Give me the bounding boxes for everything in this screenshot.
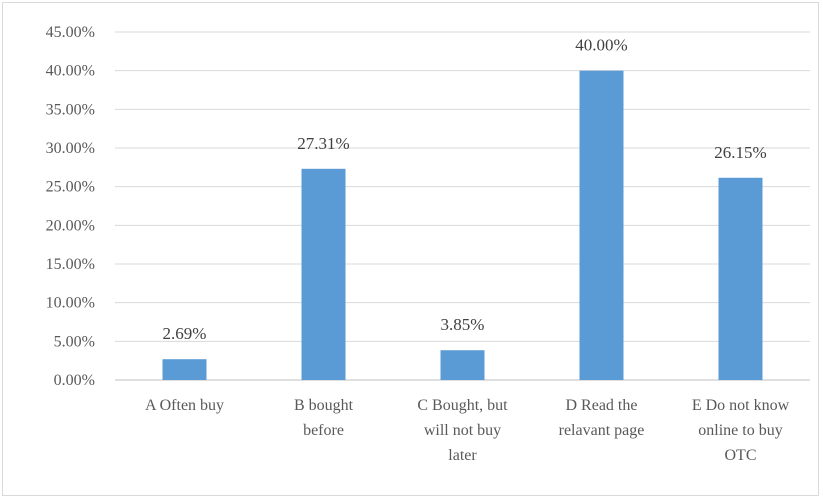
category-label: D Read the relavant page [559, 397, 645, 439]
data-label: 26.15% [714, 143, 766, 162]
data-label: 27.31% [297, 134, 349, 153]
data-label: 2.69% [163, 324, 207, 343]
y-tick-label: 35.00% [46, 101, 95, 118]
category-label: B bought before [294, 397, 354, 439]
y-tick-label: 40.00% [46, 63, 95, 80]
bar [162, 359, 207, 380]
category-label: A Often buy [145, 397, 224, 414]
bars [162, 70, 763, 381]
y-tick-label: 10.00% [46, 295, 95, 312]
y-tick-label: 45.00% [46, 24, 95, 41]
y-tick-label: 0.00% [54, 372, 95, 389]
y-tick-label: 30.00% [46, 140, 95, 157]
bar [718, 177, 763, 380]
gridlines [115, 31, 810, 381]
category-label: E Do not know online to buy OTC [692, 397, 790, 464]
y-tick-label: 15.00% [46, 256, 95, 273]
data-label: 3.85% [441, 315, 485, 334]
category-label: C Bought, but will not buy later [417, 397, 508, 464]
data-labels: 2.69% 27.31% 3.85% 40.00% 26.15% [163, 36, 767, 344]
y-tick-label: 20.00% [46, 217, 95, 234]
data-label: 40.00% [575, 36, 627, 55]
y-axis-tick-labels: 0.00% 5.00% 10.00% 15.00% 20.00% 25.00% 30.00%… [46, 24, 95, 389]
bar [440, 350, 485, 380]
y-tick-label: 5.00% [54, 333, 95, 350]
x-axis-category-labels: A Often buy B bought before C Bought, but wi… [145, 397, 790, 464]
bar [301, 168, 346, 380]
y-tick-label: 25.00% [46, 179, 95, 196]
bar [579, 70, 624, 381]
